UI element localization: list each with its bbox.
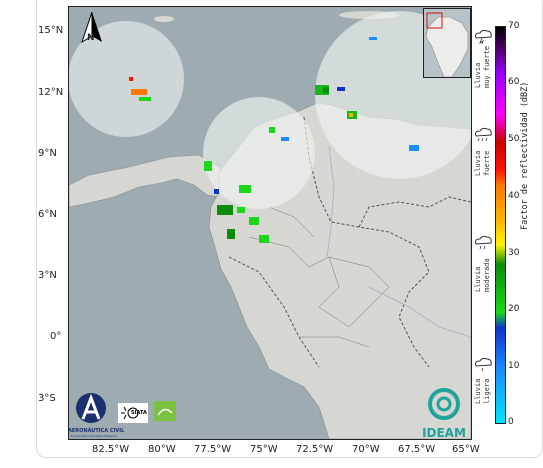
ideam-label: IDEAM	[422, 426, 466, 440]
legend-item-lluvia-moderada: Lluvia moderada	[472, 234, 494, 294]
north-arrow-icon	[81, 12, 102, 44]
basemap	[69, 11, 471, 439]
lon-tick: 77.5°W	[194, 444, 232, 455]
colorbar-tick: 50	[508, 134, 520, 144]
lon-tick: 80°W	[148, 444, 176, 455]
lat-tick: 3°S	[38, 393, 56, 404]
lat-tick: 9°N	[38, 148, 57, 159]
legend-item-lluvia-muy-fuerte: Lluvia muy fuerte	[472, 28, 494, 90]
colorbar-tick: 70	[508, 21, 520, 31]
aerocivil-subtitle: Unidad Administrativa Especial	[70, 434, 117, 438]
reflectivity-colorbar	[495, 26, 506, 424]
lon-tick: 67.5°W	[398, 444, 436, 455]
country-borders	[228, 116, 471, 368]
lat-tick: 3°N	[38, 270, 57, 281]
legend-label: Lluvia moderada	[474, 258, 491, 292]
storm-cloud-icon	[475, 29, 492, 45]
colorbar-tick: 40	[508, 191, 520, 201]
lon-tick: 70°W	[352, 444, 380, 455]
lon-tick: 82.5°W	[92, 444, 130, 455]
radar-coverage-circle	[69, 21, 184, 137]
legend-label: Lluvia muy fuerte	[474, 45, 491, 88]
siata-label: SIATA	[131, 410, 147, 416]
colorbar-label: Factor de reflectividad (dBZ)	[520, 81, 530, 230]
radar-map[interactable]	[68, 6, 472, 440]
lat-tick: 12°N	[38, 87, 64, 98]
legend-label: Lluvia ligera	[474, 378, 491, 404]
colorbar-tick: 20	[508, 304, 520, 314]
colorbar-tick: 0	[508, 417, 514, 427]
aerocivil-name: AERONÁUTICA CIVIL	[68, 428, 125, 434]
colorbar-tick: 30	[508, 248, 520, 258]
legend-label: Lluvia fuerte	[474, 150, 491, 176]
heavy-rain-cloud-icon	[475, 127, 492, 142]
legend-item-lluvia-fuerte: Lluvia fuerte	[472, 126, 494, 182]
lon-tick: 75°W	[250, 444, 278, 455]
lon-tick: 72.5°W	[296, 444, 334, 455]
siata-logo: SIATA	[118, 403, 148, 423]
light-rain-cloud-icon	[475, 357, 492, 372]
lon-tick: 65°W	[452, 444, 480, 455]
inset-map[interactable]	[423, 8, 471, 78]
central-america-land	[69, 154, 230, 208]
partner-logo	[154, 401, 176, 421]
aerocivil-logo: AERONÁUTICA CIVIL Unidad Administrativa …	[68, 392, 125, 438]
inset-basemap	[425, 12, 469, 77]
radar-coverage-circle	[203, 97, 315, 209]
radar-echoes	[129, 37, 419, 243]
lat-tick: 6°N	[38, 209, 57, 220]
lat-tick: 0°	[50, 331, 62, 342]
ideam-logo: IDEAM	[418, 386, 470, 440]
north-label: N	[87, 33, 95, 43]
colorbar-tick: 60	[508, 77, 520, 87]
moderate-rain-cloud-icon	[475, 235, 492, 250]
legend-item-lluvia-ligera: Lluvia ligera	[472, 356, 494, 408]
lat-tick: 15°N	[38, 25, 64, 36]
colorbar-tick: 10	[508, 361, 520, 371]
